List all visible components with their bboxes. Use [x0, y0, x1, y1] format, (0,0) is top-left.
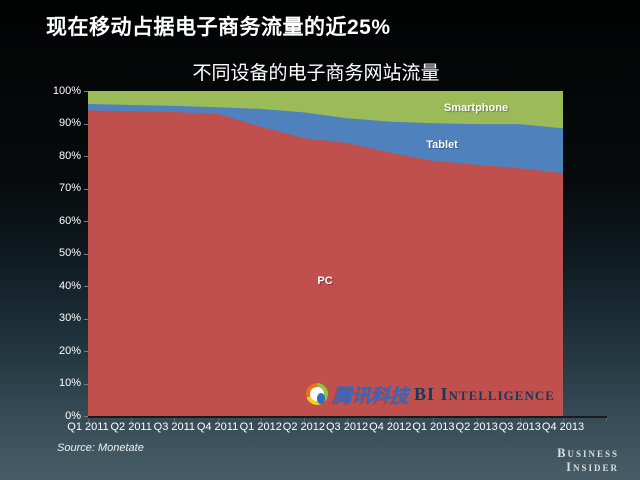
x-tick-mark: [390, 418, 392, 422]
y-axis-label: 90%: [58, 117, 81, 129]
x-tick-mark: [347, 418, 349, 422]
y-axis-label: 30%: [58, 312, 81, 324]
x-tick-mark: [88, 418, 89, 422]
x-tick-mark: [563, 418, 564, 422]
y-tick-mark: [84, 156, 88, 157]
y-tick-mark: [84, 351, 88, 352]
x-axis-label: Q1 2011: [67, 421, 109, 433]
x-axis-label: Q3 2011: [153, 421, 196, 433]
x-tick-mark: [433, 418, 435, 422]
y-tick-mark: [84, 188, 88, 190]
penguin-icon: [317, 393, 325, 404]
source-note: Source: Monetate: [57, 442, 144, 454]
smartphone-series-label: Smartphone: [443, 102, 509, 114]
y-tick-mark: [84, 383, 88, 385]
x-axis-label: Q1 2012: [239, 421, 282, 433]
y-axis-label: 50%: [58, 247, 81, 259]
pc-area: [88, 110, 563, 416]
stacked-area-chart: [88, 91, 563, 416]
y-axis-label: 70%: [58, 182, 81, 194]
slide-title: 现在移动占据电子商务流量的近25%: [46, 16, 391, 39]
x-tick-mark: [217, 418, 219, 422]
tablet-series-label: Tablet: [426, 139, 458, 151]
y-tick-mark: [84, 221, 88, 222]
y-tick-mark: [84, 318, 88, 320]
y-axis-label: 100%: [52, 84, 81, 97]
y-axis-label: 10%: [58, 377, 81, 389]
x-axis-label: Q4 2011: [196, 421, 239, 433]
x-tick-mark: [174, 418, 176, 422]
pc-series-label: PC: [317, 275, 333, 287]
x-axis-label: Q2 2013: [455, 421, 498, 433]
x-axis-label: Q2 2011: [110, 421, 152, 433]
x-axis-label: Q3 2012: [325, 421, 369, 433]
x-tick-mark: [131, 418, 133, 422]
watermark-cjk-text: 腾讯科技: [333, 385, 410, 407]
watermark-bi-intelligence: BI Intelligence: [414, 383, 555, 404]
x-axis-label: Q2 2012: [282, 421, 325, 433]
x-axis-line: [88, 416, 607, 418]
brand-line-2: Insider: [566, 460, 619, 475]
x-axis-label: Q4 2012: [369, 421, 412, 433]
y-axis-label: 20%: [58, 344, 81, 357]
x-tick-mark: [606, 418, 608, 422]
tencent-logo-inner: [310, 387, 325, 404]
y-axis-label: 40%: [58, 279, 81, 292]
x-tick-mark: [519, 418, 521, 422]
y-tick-mark: [84, 253, 88, 255]
x-tick-mark: [476, 418, 478, 422]
y-tick-mark: [84, 286, 88, 287]
y-tick-mark: [84, 91, 88, 92]
y-axis-label: 80%: [58, 149, 81, 162]
watermark: 腾讯科技 BI Intelligence: [306, 381, 555, 407]
y-axis-label: 60%: [58, 214, 81, 227]
x-axis-label: Q3 2013: [498, 421, 541, 433]
x-tick-mark: [260, 418, 262, 422]
y-tick-mark: [84, 123, 88, 125]
x-axis-label: Q1 2013: [412, 421, 455, 433]
y-axis-label: 0%: [65, 409, 81, 422]
business-insider-logo: Business Insider: [557, 446, 619, 475]
x-tick-mark: [303, 418, 305, 422]
x-axis-label: Q4 2013: [541, 421, 585, 433]
chart-title: 不同设备的电子商务网站流量: [192, 63, 440, 84]
brand-line-1: Business: [557, 446, 619, 460]
tencent-tech-logo-icon: [306, 383, 328, 405]
y-tick-mark: [84, 416, 88, 417]
